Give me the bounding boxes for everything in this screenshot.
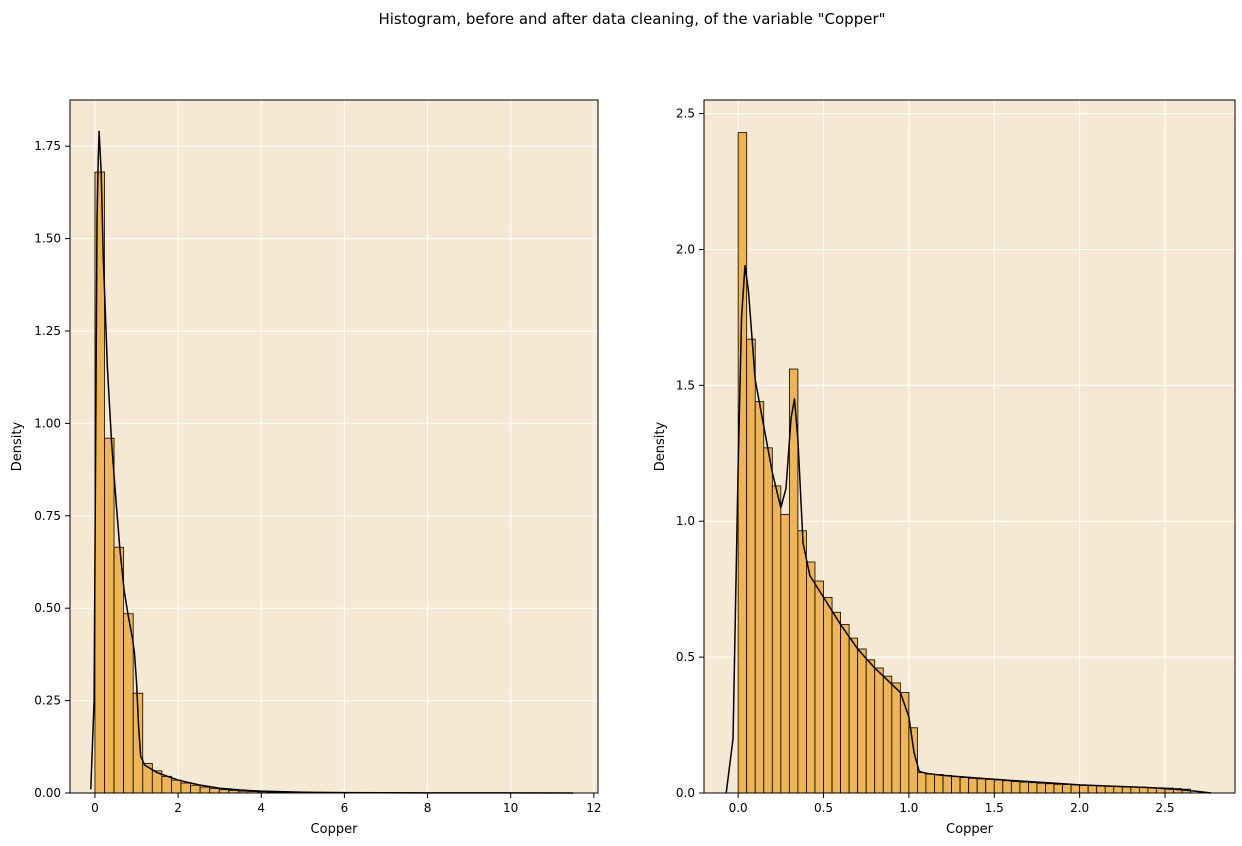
- y-tick-label: 1.00: [34, 416, 61, 430]
- histogram-bar: [882, 675, 893, 794]
- x-tick-label: 12: [586, 801, 601, 815]
- histogram-bar: [993, 779, 1004, 794]
- y-tick-label: 0.5: [676, 650, 695, 664]
- y-tick-label: 0.25: [34, 694, 61, 708]
- histogram-bar: [199, 786, 211, 794]
- histogram-bar: [1062, 784, 1072, 794]
- histogram-bar: [1002, 780, 1012, 794]
- x-tick-label: 2: [174, 801, 182, 815]
- histogram-bar: [1028, 782, 1038, 794]
- histogram-bar: [968, 777, 978, 794]
- histogram-bar: [976, 778, 987, 794]
- y-tick-label: 0.0: [676, 786, 695, 800]
- x-tick-label: 10: [503, 801, 518, 815]
- y-tick-label: 2.0: [676, 242, 695, 256]
- x-tick-label: 1.5: [985, 801, 1004, 815]
- figure-suptitle: Histogram, before and after data cleanin…: [378, 10, 885, 28]
- x-tick-label: 1.0: [899, 801, 918, 815]
- histogram-bar: [1045, 783, 1055, 794]
- x-axis-label: Copper: [946, 822, 994, 837]
- histogram-bar: [780, 514, 790, 794]
- y-tick-label: 2.5: [676, 107, 695, 121]
- histogram-bar: [848, 637, 859, 794]
- kde-line: [90, 130, 574, 794]
- histogram-bar: [925, 773, 935, 794]
- histogram-bar: [865, 659, 876, 794]
- histogram-bar: [771, 485, 782, 794]
- histogram-bar: [874, 667, 884, 794]
- histogram-bar: [1096, 785, 1106, 794]
- axes-frame: [703, 99, 1236, 794]
- histogram-bar: [746, 338, 756, 794]
- histogram-before-cleaning: 0 2 4 6 8 10 12 0.00 0.25 0.50 0.75 1.00 1.25 1.50 1.7…: [10, 99, 601, 837]
- histogram-bar: [797, 530, 807, 794]
- axes-background: [70, 100, 598, 793]
- y-tick-label: 0.75: [34, 509, 61, 523]
- histogram-bar: [1079, 784, 1089, 794]
- histogram-bar: [142, 763, 153, 794]
- histogram-bar: [190, 784, 201, 794]
- x-tick-label: 0.0: [729, 801, 748, 815]
- histogram-bar: [917, 772, 927, 794]
- x-tick-label: 2.5: [1155, 801, 1174, 815]
- histogram-bar: [1010, 781, 1021, 794]
- histogram-bar: [840, 624, 850, 794]
- histogram-bar: [899, 692, 910, 794]
- y-tick-label: 1.25: [34, 324, 61, 338]
- histogram-bar: [171, 779, 182, 794]
- histogram-bar: [934, 774, 944, 794]
- x-tick-label: 6: [341, 801, 349, 815]
- x-tick-label: 0.5: [814, 801, 833, 815]
- histogram-bar: [814, 580, 824, 794]
- histogram-bar: [806, 561, 816, 794]
- x-tick-label: 2.0: [1070, 801, 1089, 815]
- histogram-after-cleaning: 0.0 0.5 1.0 1.5 2.0 2.5 0.0 0.5 1.0 1.5 2.0 2.5 Copp…: [653, 99, 1236, 837]
- histogram-bar: [180, 782, 191, 794]
- x-tick-label: 4: [257, 801, 265, 815]
- histogram-bar: [123, 613, 134, 794]
- histogram-bar: [737, 132, 748, 794]
- kde-line: [725, 265, 1212, 794]
- histogram-bar: [831, 611, 841, 794]
- histogram-bar: [1019, 781, 1029, 794]
- histogram-bar: [104, 437, 115, 794]
- y-axis-label: Density: [653, 421, 668, 471]
- histogram-bar: [113, 546, 125, 794]
- histogram-bar: [209, 788, 220, 794]
- histogram-bar: [1121, 786, 1132, 794]
- histogram-bar: [942, 774, 952, 794]
- histogram-bar: [763, 447, 773, 794]
- y-tick-label: 1.75: [34, 139, 61, 153]
- histogram-bar: [823, 596, 833, 794]
- histogram-bar: [1113, 786, 1123, 794]
- histogram-bar: [959, 777, 970, 794]
- y-tick-label: 1.0: [676, 514, 695, 528]
- histogram-bar: [1104, 785, 1115, 794]
- x-axis-label: Copper: [311, 822, 359, 837]
- y-tick-label: 1.5: [676, 378, 695, 392]
- histogram-bar: [951, 776, 961, 794]
- y-axis-label: Density: [10, 421, 25, 471]
- histogram-bar: [1070, 784, 1081, 794]
- histogram-bar: [1053, 783, 1063, 794]
- y-tick-label: 0.50: [34, 601, 61, 615]
- y-tick-label: 1.50: [34, 232, 61, 246]
- y-tick-label: 0.00: [34, 786, 61, 800]
- histogram-bar: [1087, 785, 1098, 794]
- histogram-bar: [891, 682, 901, 794]
- axes-frame: [69, 99, 599, 794]
- histogram-bar: [1036, 782, 1046, 794]
- histogram-bar: [161, 775, 172, 794]
- histogram-bar: [754, 401, 765, 794]
- x-tick-label: 0: [91, 801, 99, 815]
- x-tick-label: 8: [424, 801, 432, 815]
- histogram-bar: [857, 648, 867, 794]
- histogram-bar: [985, 779, 995, 794]
